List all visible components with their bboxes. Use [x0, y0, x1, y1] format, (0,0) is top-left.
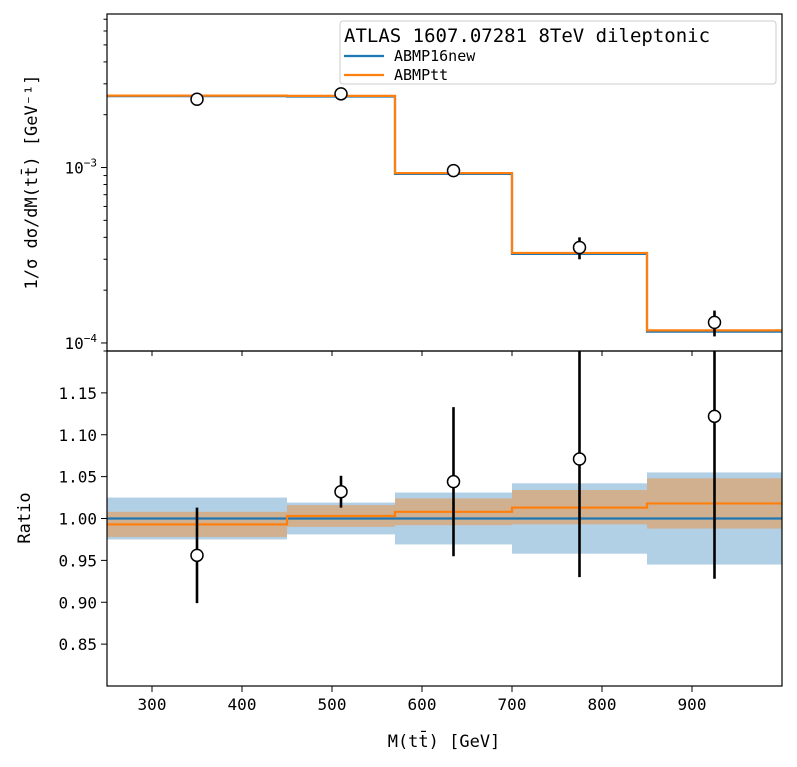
- x-tick-label: 700: [498, 695, 527, 714]
- x-tick-label: 600: [408, 695, 437, 714]
- ratio-point: [334, 484, 348, 499]
- x-axis-title: M(tt̄) [GeV]: [388, 729, 501, 752]
- y-tick-label: 1.00: [58, 510, 97, 529]
- ratio-point: [446, 474, 461, 489]
- x-axis: 300 400 500 600 700 800 900: [138, 351, 707, 714]
- bottom-y-axis-title: Ratio: [15, 492, 35, 543]
- ratio-point: [190, 548, 204, 563]
- y-tick-label: 0.95: [58, 551, 97, 570]
- x-tick-label: 300: [138, 695, 167, 714]
- ratio-point: [707, 409, 722, 424]
- data-point: [190, 92, 204, 106]
- y-tick-label: 0.90: [58, 593, 97, 612]
- top-y-axis-title: 1/σ dσ/dM(tt̄) [GeV⁻¹]: [19, 75, 42, 290]
- y-tick-label: 10−4: [64, 332, 97, 353]
- legend-label-abmptt: ABMPtt: [394, 66, 448, 84]
- y-tick-label: 10−3: [64, 157, 97, 178]
- y-tick-label: 0.85: [58, 635, 97, 654]
- distribution-lines: [107, 94, 782, 333]
- series-line-abmptt: [107, 94, 782, 332]
- series-line-abmp16new: [107, 95, 782, 333]
- x-tick-label: 900: [678, 695, 707, 714]
- ratio-data-points: [190, 351, 722, 604]
- data-point: [572, 240, 587, 255]
- legend-box: [339, 20, 777, 85]
- bottom-y-axis: 0.85 0.90 0.95 1.00 1.05 1.10 1.15: [58, 384, 107, 654]
- distribution-data-points: [190, 87, 722, 337]
- ratio-point: [572, 452, 587, 466]
- data-point: [707, 315, 722, 330]
- top-y-axis: 10−3 10−4: [64, 18, 107, 353]
- x-tick-label: 400: [228, 695, 257, 714]
- legend-title: ATLAS 1607.07281 8TeV dileptonic: [344, 25, 710, 47]
- x-tick-label: 800: [588, 695, 617, 714]
- legend-label-abmp16new: ABMP16new: [394, 47, 476, 65]
- y-tick-label: 1.15: [58, 384, 97, 403]
- legend: ATLAS 1607.07281 8TeV dileptonic ABMP16n…: [339, 20, 777, 85]
- data-point: [446, 163, 461, 178]
- x-tick-label: 500: [318, 695, 347, 714]
- y-tick-label: 1.05: [58, 468, 97, 487]
- y-tick-label: 1.10: [58, 426, 97, 445]
- data-point: [334, 87, 348, 101]
